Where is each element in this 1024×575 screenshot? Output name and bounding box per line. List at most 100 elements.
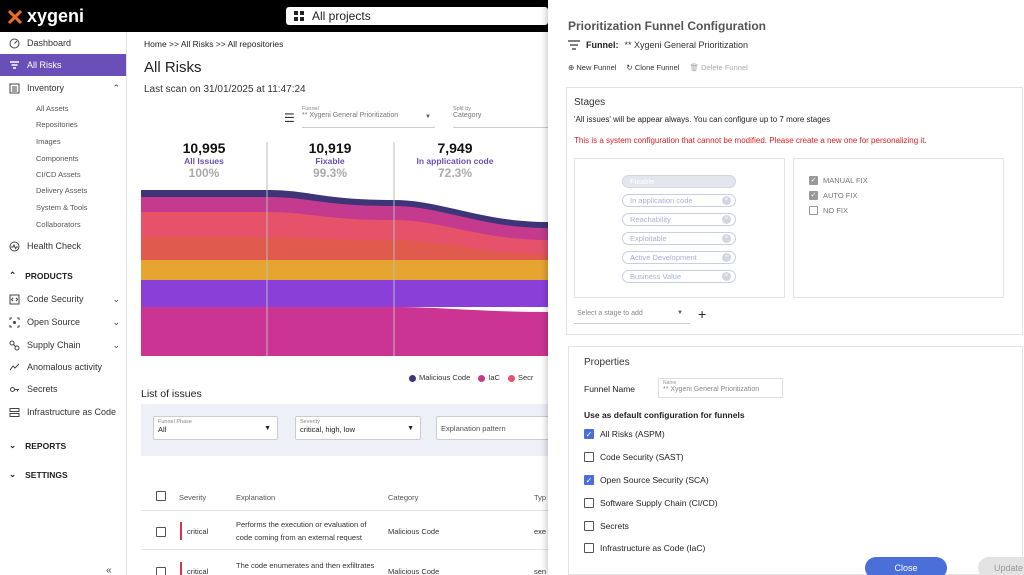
fix-option-manual[interactable]: ✓ MANUAL FIX: [809, 176, 868, 185]
chevron-up-icon[interactable]: ⌃: [112, 82, 120, 93]
code-icon: [9, 294, 20, 304]
sidebar-sub-repositories[interactable]: Repositories: [36, 120, 78, 129]
default-option-cicd[interactable]: Software Supply Chain (CI/CD): [584, 498, 718, 508]
sidebar-item-secrets[interactable]: Secrets: [0, 378, 126, 400]
checkbox-checked-icon[interactable]: ✓: [584, 475, 594, 485]
fix-option-none[interactable]: NO FIX: [809, 206, 848, 215]
sidebar-sub-components[interactable]: Components: [36, 154, 79, 163]
remove-chip-icon[interactable]: ×: [722, 234, 731, 243]
funnel-icon: [10, 60, 19, 69]
remove-chip-icon[interactable]: ×: [722, 253, 731, 262]
sidebar-sub-collaborators[interactable]: Collaborators: [36, 220, 81, 229]
sidebar-item-supply-chain[interactable]: Supply Chain ⌄: [0, 334, 126, 356]
breadcrumb[interactable]: Home >> All Risks >> All repositories: [144, 39, 284, 49]
default-option-sca[interactable]: ✓ Open Source Security (SCA): [584, 475, 709, 485]
sidebar-item-all-risks[interactable]: All Risks: [0, 54, 126, 76]
xygeni-logo[interactable]: xygeni: [6, 6, 84, 27]
section-settings[interactable]: ⌄ SETTINGS: [9, 469, 68, 480]
checkbox-checked-icon[interactable]: ✓: [809, 176, 818, 185]
checkbox-icon[interactable]: [584, 452, 594, 462]
sidebar-sub-system-tools[interactable]: System & Tools: [36, 203, 88, 212]
funnel-select-label: Funnel: [302, 106, 319, 112]
default-option-aspm[interactable]: ✓ All Risks (ASPM): [584, 429, 665, 439]
chevron-down-icon[interactable]: ⌄: [112, 316, 120, 327]
metric-all-issues[interactable]: 10,995 All Issues 100%: [159, 140, 249, 180]
project-selector[interactable]: All projects: [286, 7, 548, 25]
severity-select[interactable]: Severity critical, high, low ▼: [295, 416, 421, 440]
sidebar-sub-images[interactable]: Images: [36, 137, 61, 146]
sidebar-item-anomalous-activity[interactable]: Anomalous activity: [0, 356, 126, 378]
stage-chip-exploitable[interactable]: Exploitable ×: [622, 232, 736, 245]
row-checkbox[interactable]: [156, 567, 166, 575]
split-by-select[interactable]: Split by Category: [453, 106, 548, 128]
section-reports[interactable]: ⌄ REPORTS: [9, 440, 66, 451]
funnel-select[interactable]: Funnel ** Xygeni General Prioritization …: [302, 106, 435, 128]
legend-item-malicious-code[interactable]: Malicious Code: [409, 373, 470, 382]
funnel-phase-select[interactable]: Funnel Phase All ▼: [153, 416, 278, 440]
row-explanation-line1: The code enumerates and then exfiltrates: [236, 561, 375, 570]
dropdown-arrow-icon: ▼: [677, 310, 683, 316]
add-stage-button[interactable]: +: [698, 306, 707, 322]
field-label: Severity: [300, 419, 320, 425]
checkbox-checked-icon[interactable]: ✓: [584, 429, 594, 439]
stage-chip-fixable[interactable]: Fixable: [622, 175, 736, 188]
column-header-type[interactable]: Typ: [534, 493, 547, 502]
explanation-pattern-input[interactable]: Explanation pattern: [436, 416, 548, 440]
fix-option-auto[interactable]: ✓ AUTO FIX: [809, 191, 857, 200]
sidebar-sub-all-assets[interactable]: All Assets: [36, 104, 69, 113]
column-header-severity[interactable]: Severity: [179, 493, 207, 502]
checkbox-icon[interactable]: [584, 521, 594, 531]
legend-item-secrets[interactable]: Secr: [507, 373, 533, 382]
stage-chip-active-development[interactable]: Active Development ×: [622, 251, 736, 264]
checkbox-icon[interactable]: [809, 206, 818, 215]
checkbox-checked-icon[interactable]: ✓: [809, 191, 818, 200]
settings-sliders-icon[interactable]: ☰: [284, 111, 295, 125]
sidebar-item-inventory[interactable]: Inventory ⌃: [0, 77, 126, 99]
funnel-name-input[interactable]: Name ** Xygeni General Prioritization: [658, 378, 783, 398]
table-row[interactable]: critical The code enumerates and then ex…: [141, 551, 548, 575]
remove-chip-icon[interactable]: ×: [722, 272, 731, 281]
sidebar-item-label: Secrets: [27, 384, 58, 394]
metric-label: Fixable: [315, 156, 345, 166]
select-all-checkbox[interactable]: [156, 491, 166, 501]
remove-chip-icon[interactable]: ×: [722, 215, 731, 224]
column-header-explanation[interactable]: Explanation: [236, 493, 276, 502]
default-option-sast[interactable]: Code Security (SAST): [584, 452, 684, 462]
delete-funnel-button[interactable]: 🗑 Delete Funnel: [689, 63, 747, 72]
funnel-name-label: Funnel Name: [584, 384, 636, 394]
metric-count: 10,995: [182, 140, 226, 156]
stage-chip-business-value[interactable]: Business Value ×: [622, 270, 736, 283]
chevron-down-icon[interactable]: ⌄: [112, 293, 120, 304]
collapse-sidebar-icon[interactable]: «: [106, 565, 112, 575]
option-label: Infrastructure as Code (IaC): [600, 543, 706, 553]
inventory-icon: [9, 83, 20, 93]
clone-funnel-button[interactable]: ↻ Clone Funnel: [626, 63, 679, 72]
default-option-secrets[interactable]: Secrets: [584, 521, 629, 531]
default-option-iac[interactable]: Infrastructure as Code (IaC): [584, 543, 705, 553]
column-header-category[interactable]: Category: [388, 493, 419, 502]
stage-chip-in-application-code[interactable]: In application code ×: [622, 194, 736, 207]
metric-fixable[interactable]: 10,919 Fixable 99.3%: [285, 140, 375, 180]
row-checkbox[interactable]: [156, 527, 166, 537]
stage-chip-reachability[interactable]: Reachability ×: [622, 213, 736, 226]
close-button[interactable]: Close: [865, 557, 947, 575]
funnel-chart[interactable]: [141, 142, 548, 367]
update-button[interactable]: Update: [978, 557, 1024, 575]
chevron-down-icon[interactable]: ⌄: [112, 339, 120, 350]
stage-select[interactable]: Select a stage to add ▼: [574, 306, 690, 324]
remove-chip-icon[interactable]: ×: [722, 196, 731, 205]
new-funnel-button[interactable]: ⊕ New Funnel: [568, 63, 616, 72]
sidebar-item-health-check[interactable]: Health Check: [0, 235, 126, 257]
sidebar-item-iac[interactable]: Infrastructure as Code: [0, 401, 126, 423]
checkbox-icon[interactable]: [584, 498, 594, 508]
sidebar-sub-delivery-assets[interactable]: Delivery Assets: [36, 186, 88, 195]
table-row[interactable]: critical Performs the execution or evalu…: [141, 512, 548, 550]
section-products[interactable]: ⌃ PRODUCTS: [9, 270, 73, 281]
sidebar-sub-cicd-assets[interactable]: CI/CD Assets: [36, 170, 81, 179]
sidebar-item-code-security[interactable]: Code Security ⌄: [0, 288, 126, 310]
checkbox-icon[interactable]: [584, 543, 594, 553]
sidebar-item-open-source[interactable]: Open Source ⌄: [0, 311, 126, 333]
sidebar-item-dashboard[interactable]: Dashboard: [0, 32, 126, 54]
metric-in-application-code[interactable]: 7,949 In application code 72.3%: [405, 140, 505, 180]
legend-item-iac[interactable]: IaC: [478, 373, 500, 382]
